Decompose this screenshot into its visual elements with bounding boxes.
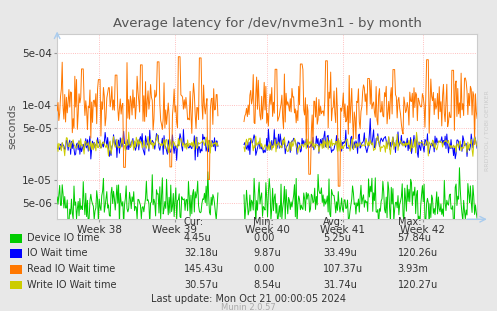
Text: 9.87u: 9.87u	[253, 248, 281, 258]
Text: 0.00: 0.00	[253, 264, 275, 274]
Text: RRDTOOL / TOBI OETIKER: RRDTOOL / TOBI OETIKER	[485, 90, 490, 171]
Text: 4.45u: 4.45u	[184, 233, 212, 243]
Text: Last update: Mon Oct 21 00:00:05 2024: Last update: Mon Oct 21 00:00:05 2024	[151, 294, 346, 304]
Text: Avg:: Avg:	[323, 217, 344, 227]
Text: Max:: Max:	[398, 217, 421, 227]
Text: 5.25u: 5.25u	[323, 233, 351, 243]
Text: 120.26u: 120.26u	[398, 248, 438, 258]
Text: Min:: Min:	[253, 217, 274, 227]
Text: 33.49u: 33.49u	[323, 248, 357, 258]
Text: 8.54u: 8.54u	[253, 280, 281, 290]
Y-axis label: seconds: seconds	[7, 104, 17, 150]
Text: 31.74u: 31.74u	[323, 280, 357, 290]
Text: 107.37u: 107.37u	[323, 264, 363, 274]
Text: 145.43u: 145.43u	[184, 264, 224, 274]
Text: 57.84u: 57.84u	[398, 233, 431, 243]
Text: 3.93m: 3.93m	[398, 264, 428, 274]
Text: 120.27u: 120.27u	[398, 280, 438, 290]
Text: Cur:: Cur:	[184, 217, 204, 227]
Title: Average latency for /dev/nvme3n1 - by month: Average latency for /dev/nvme3n1 - by mo…	[113, 17, 421, 30]
Text: Write IO Wait time: Write IO Wait time	[27, 280, 117, 290]
Text: IO Wait time: IO Wait time	[27, 248, 88, 258]
Text: Munin 2.0.57: Munin 2.0.57	[221, 303, 276, 311]
Text: Read IO Wait time: Read IO Wait time	[27, 264, 116, 274]
Text: Device IO time: Device IO time	[27, 233, 100, 243]
Text: 32.18u: 32.18u	[184, 248, 218, 258]
Text: 0.00: 0.00	[253, 233, 275, 243]
Text: 30.57u: 30.57u	[184, 280, 218, 290]
